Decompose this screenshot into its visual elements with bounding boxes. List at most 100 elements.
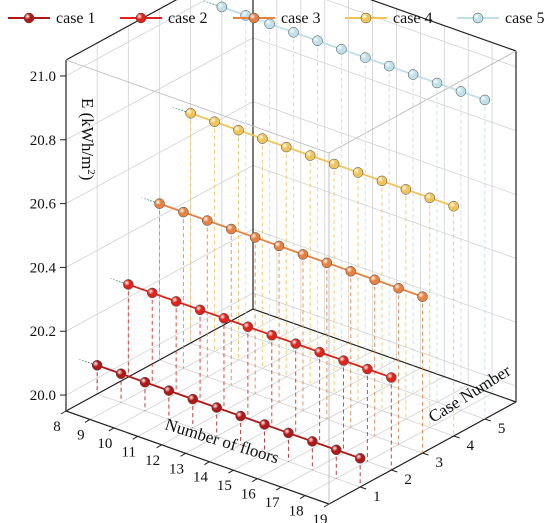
left-wall-gridline bbox=[65, 0, 207, 77]
data-point bbox=[331, 444, 342, 456]
legend-label: case 4 bbox=[393, 10, 433, 27]
x-tick-label: 17 bbox=[265, 495, 281, 511]
legend-marker bbox=[248, 12, 260, 24]
data-point bbox=[154, 198, 165, 209]
floor-gridline bbox=[97, 393, 361, 488]
data-point bbox=[264, 18, 275, 30]
data-point bbox=[455, 86, 467, 97]
box-edge bbox=[65, 0, 178, 61]
data-point bbox=[448, 201, 459, 212]
back-wall-gridline bbox=[252, 165, 517, 259]
data-point bbox=[266, 329, 278, 341]
data-point bbox=[479, 94, 491, 106]
data-point bbox=[307, 436, 318, 447]
data-point bbox=[338, 355, 349, 366]
z-axis-title: E (kWh/m2) bbox=[78, 98, 97, 180]
series-line bbox=[221, 6, 486, 101]
z-tick-label: 20.2 bbox=[30, 324, 56, 340]
back-wall-gridline bbox=[325, 0, 517, 68]
data-point bbox=[360, 52, 371, 63]
legend-marker bbox=[23, 12, 35, 24]
floor-gridline bbox=[159, 359, 423, 454]
series-line bbox=[159, 202, 423, 298]
data-point bbox=[216, 1, 228, 13]
data-point bbox=[218, 313, 230, 324]
box-edge bbox=[252, 308, 517, 403]
data-point bbox=[257, 133, 268, 144]
data-point bbox=[202, 215, 213, 226]
x-tick-label: 14 bbox=[193, 470, 209, 486]
data-point bbox=[288, 27, 299, 38]
data-point bbox=[297, 249, 309, 260]
x-tick bbox=[180, 452, 186, 457]
data-point bbox=[170, 296, 182, 307]
data-point bbox=[304, 150, 316, 161]
data-point bbox=[185, 108, 196, 119]
x-tick-label: 16 bbox=[241, 487, 257, 503]
y-tick-label: 1 bbox=[373, 489, 381, 505]
y-tick bbox=[484, 418, 491, 422]
data-point bbox=[431, 77, 443, 89]
data-point bbox=[354, 453, 366, 464]
data-point bbox=[233, 124, 244, 136]
x-tick-label: 18 bbox=[289, 504, 304, 520]
data-point bbox=[225, 223, 237, 235]
x-tick-label: 12 bbox=[145, 453, 160, 469]
left-wall-gridline bbox=[65, 37, 254, 141]
legend-marker bbox=[135, 12, 147, 24]
data-point bbox=[400, 184, 412, 195]
data-point bbox=[139, 376, 151, 388]
x-tick-label: 8 bbox=[53, 419, 61, 435]
data-point bbox=[178, 206, 189, 218]
x-tick bbox=[323, 503, 330, 508]
data-point bbox=[417, 291, 428, 302]
box-edge bbox=[328, 50, 517, 154]
back-wall-gridline bbox=[252, 37, 517, 132]
back-wall-gridline bbox=[252, 228, 517, 323]
legend-label: case 3 bbox=[281, 10, 321, 27]
z-tick-label: 20.6 bbox=[30, 197, 57, 213]
z-tick-label: 20.8 bbox=[30, 133, 56, 149]
floor-gridline bbox=[221, 325, 485, 420]
data-point bbox=[242, 321, 254, 332]
y-tick-label: 3 bbox=[436, 455, 444, 471]
data-point bbox=[123, 279, 134, 290]
left-wall-gridline bbox=[65, 101, 254, 204]
data-point bbox=[336, 43, 347, 55]
y-tick-label: 5 bbox=[498, 421, 506, 437]
y-tick-label: 4 bbox=[467, 438, 475, 454]
data-point bbox=[407, 69, 419, 80]
y-tick bbox=[422, 452, 429, 456]
legend-label: case 2 bbox=[168, 10, 208, 27]
data-point bbox=[321, 257, 333, 269]
series-line bbox=[190, 112, 454, 208]
box-edge bbox=[369, 0, 517, 52]
back-wall-gridline bbox=[252, 101, 517, 195]
box-edge bbox=[65, 59, 330, 154]
z-tick-label: 20.4 bbox=[30, 260, 57, 276]
y-tick bbox=[391, 469, 398, 473]
data-point bbox=[281, 141, 292, 153]
legend-label: case 5 bbox=[505, 10, 545, 27]
x-tick bbox=[252, 478, 258, 483]
z-tick-label: 20.0 bbox=[30, 388, 56, 404]
data-point bbox=[345, 266, 357, 277]
floor-gridline bbox=[190, 342, 454, 437]
legend-marker bbox=[360, 12, 372, 24]
x-tick-label: 19 bbox=[313, 512, 328, 523]
y-axis-title: Case Number bbox=[425, 361, 514, 427]
data-point bbox=[211, 402, 222, 413]
x-tick bbox=[228, 469, 234, 474]
legend-label: case 1 bbox=[56, 10, 96, 27]
data-point bbox=[352, 167, 364, 178]
data-point bbox=[383, 60, 395, 72]
data-point bbox=[290, 338, 301, 349]
data-point bbox=[91, 360, 103, 371]
data-point bbox=[235, 410, 246, 422]
data-point bbox=[115, 368, 127, 379]
x-tick bbox=[275, 486, 282, 491]
data-point bbox=[273, 240, 285, 252]
x-tick bbox=[299, 495, 306, 499]
x-tick bbox=[60, 410, 67, 415]
